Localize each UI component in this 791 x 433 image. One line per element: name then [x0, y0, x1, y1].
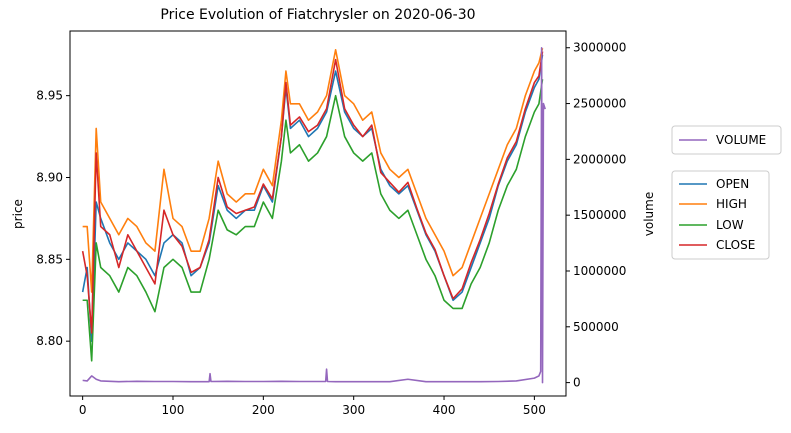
- y-tick-label: 8.95: [36, 89, 63, 103]
- legend-prices: OPEN HIGH LOW CLOSE: [671, 170, 770, 260]
- series-line-high: [82, 47, 544, 293]
- x-tick-label: 400: [433, 403, 456, 417]
- series-line-open: [81, 54, 544, 342]
- legend-volume-frame: [671, 125, 782, 155]
- y2-tick-label: 2000000: [573, 152, 626, 166]
- y-tick-label: 8.80: [36, 334, 63, 348]
- series-line-volume: [82, 46, 546, 384]
- y2-tick-label: 1000000: [573, 264, 626, 278]
- legend-label-close: CLOSE: [716, 238, 755, 252]
- y-axis-label: price: [11, 199, 25, 229]
- axes-frame: [69, 30, 567, 397]
- x-tick-label: 300: [342, 403, 365, 417]
- y-tick-label: 8.90: [36, 170, 63, 184]
- legend-volume: VOLUME: [671, 125, 782, 155]
- y2-axis-label: volume: [642, 192, 656, 236]
- y-tick-label: 8.85: [36, 252, 63, 266]
- series-line-low: [82, 79, 544, 362]
- series-line-close: [81, 51, 544, 334]
- x-tick-label: 500: [523, 403, 546, 417]
- legend-prices-frame: [671, 170, 770, 260]
- x-tick-label: 100: [162, 403, 185, 417]
- legend-label-low: LOW: [716, 218, 744, 232]
- y2-tick-label: 0: [573, 376, 581, 390]
- legend-label-volume: VOLUME: [716, 133, 766, 147]
- y2-tick-label: 3000000: [573, 41, 626, 55]
- y-axis-price: 8.80 8.85 8.90 8.95: [36, 89, 70, 348]
- y2-tick-label: 1500000: [573, 208, 626, 222]
- y-axis-volume: 0 500000 1000000 1500000 2000000 2500000 30000…: [566, 41, 626, 390]
- legend-label-high: HIGH: [716, 197, 747, 211]
- x-tick-label: 200: [252, 403, 275, 417]
- legend-label-open: OPEN: [716, 177, 749, 191]
- y2-tick-label: 2500000: [573, 97, 626, 111]
- plot-area: [81, 46, 546, 384]
- x-tick-label: 0: [79, 403, 87, 417]
- chart-title: Price Evolution of Fiatchrysler on 2020-…: [160, 7, 475, 23]
- x-axis: 0 100 200 300 400 500: [79, 396, 546, 417]
- y2-tick-label: 500000: [573, 320, 619, 334]
